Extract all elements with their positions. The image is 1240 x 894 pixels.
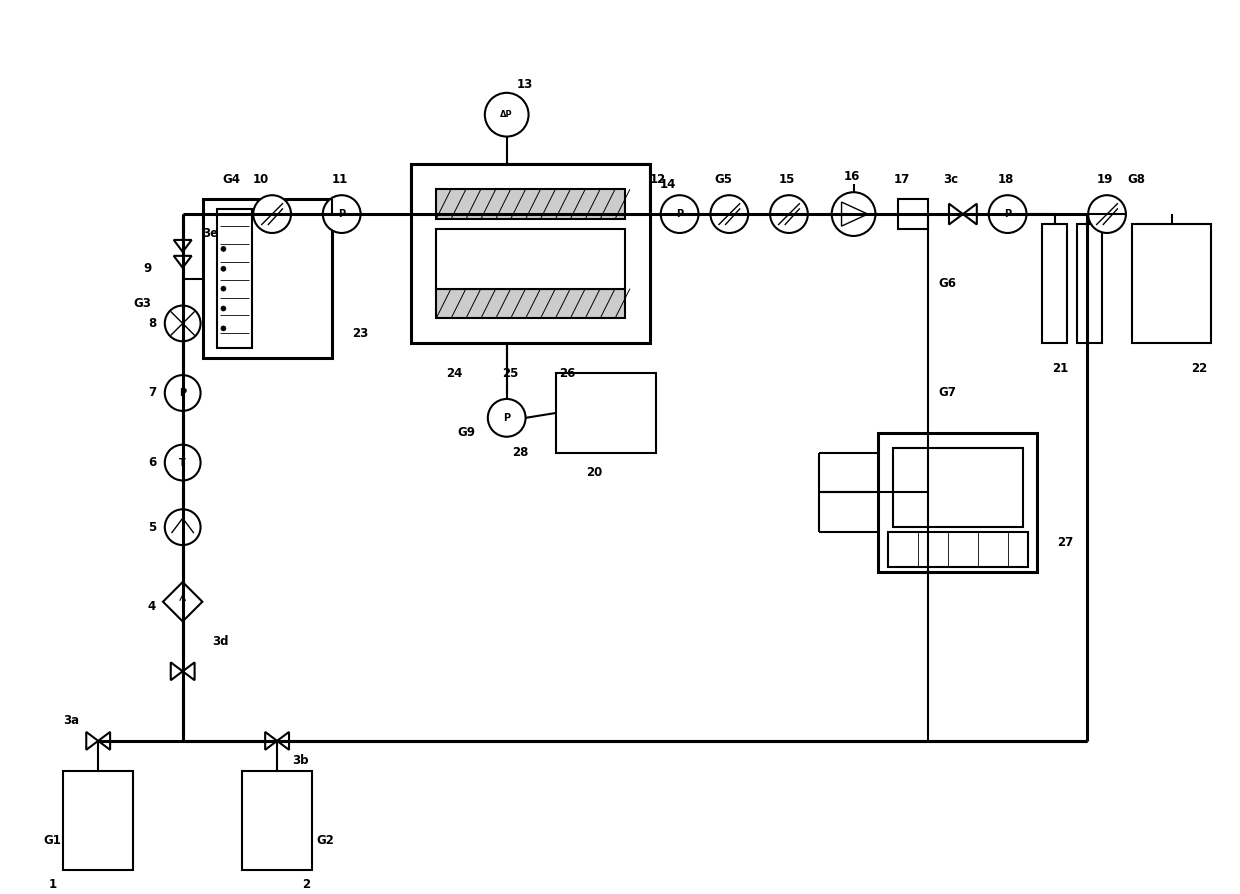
Polygon shape <box>963 204 977 224</box>
Text: 17: 17 <box>893 173 910 186</box>
Text: 22: 22 <box>1192 362 1208 375</box>
Text: 26: 26 <box>559 367 575 380</box>
Bar <box>893 448 1023 527</box>
Text: 28: 28 <box>512 446 528 460</box>
Circle shape <box>661 195 698 233</box>
Text: P: P <box>339 209 345 219</box>
Text: 1: 1 <box>48 879 57 891</box>
Text: P: P <box>179 388 186 398</box>
Text: 5: 5 <box>148 520 156 534</box>
Text: G8: G8 <box>1127 173 1145 186</box>
Bar <box>202 199 332 358</box>
Text: 11: 11 <box>332 173 348 186</box>
Text: T: T <box>180 458 186 468</box>
Text: 9: 9 <box>143 262 151 275</box>
Text: 25: 25 <box>502 367 518 380</box>
Polygon shape <box>174 240 192 252</box>
Text: ΔP: ΔP <box>501 110 513 119</box>
Text: 21: 21 <box>1053 362 1069 375</box>
Text: G5: G5 <box>714 173 733 186</box>
Circle shape <box>322 195 361 233</box>
Text: 23: 23 <box>352 327 368 340</box>
Polygon shape <box>174 256 192 268</box>
Circle shape <box>165 444 201 480</box>
Bar <box>1078 224 1102 343</box>
Text: 3b: 3b <box>291 755 309 767</box>
Bar <box>898 199 928 229</box>
Bar <box>1043 224 1068 343</box>
Bar <box>1132 224 1211 343</box>
Bar <box>436 289 625 318</box>
Polygon shape <box>277 732 289 750</box>
Text: 6: 6 <box>148 456 156 469</box>
Text: 19: 19 <box>1097 173 1114 186</box>
Circle shape <box>165 306 201 342</box>
Bar <box>888 532 1028 567</box>
Text: 16: 16 <box>843 170 861 182</box>
Bar <box>557 373 656 452</box>
Text: 3c: 3c <box>944 173 959 186</box>
Circle shape <box>988 195 1027 233</box>
Text: 24: 24 <box>446 367 463 380</box>
Circle shape <box>165 375 201 411</box>
Circle shape <box>253 195 291 233</box>
Text: 4: 4 <box>148 600 156 613</box>
Text: 8: 8 <box>148 316 156 330</box>
Polygon shape <box>949 204 963 224</box>
Text: 7: 7 <box>148 386 156 400</box>
Text: G4: G4 <box>222 173 241 186</box>
Circle shape <box>221 306 226 311</box>
Bar <box>436 190 625 219</box>
Text: 14: 14 <box>660 178 676 190</box>
Polygon shape <box>87 732 98 750</box>
Text: G1: G1 <box>43 834 62 847</box>
Text: P: P <box>676 209 683 219</box>
Polygon shape <box>182 662 195 680</box>
Circle shape <box>221 247 226 251</box>
Text: 15: 15 <box>779 173 795 186</box>
Text: G7: G7 <box>937 386 956 400</box>
Bar <box>436 229 625 289</box>
Text: 18: 18 <box>998 173 1014 186</box>
Bar <box>242 771 312 870</box>
Polygon shape <box>171 662 182 680</box>
Bar <box>63 771 133 870</box>
Circle shape <box>165 510 201 545</box>
Circle shape <box>770 195 807 233</box>
Circle shape <box>1089 195 1126 233</box>
Text: 3a: 3a <box>63 714 79 728</box>
Text: G9: G9 <box>458 426 475 439</box>
Text: P: P <box>1004 209 1011 219</box>
Text: 3d: 3d <box>212 635 229 648</box>
Circle shape <box>485 93 528 137</box>
Circle shape <box>711 195 748 233</box>
Text: G6: G6 <box>937 277 956 291</box>
Circle shape <box>832 192 875 236</box>
Circle shape <box>221 266 226 271</box>
Text: G3: G3 <box>133 297 151 310</box>
Circle shape <box>487 399 526 437</box>
Text: 27: 27 <box>1058 536 1074 549</box>
Text: 13: 13 <box>517 79 533 91</box>
Polygon shape <box>265 732 277 750</box>
Text: P: P <box>503 413 510 423</box>
Text: 2: 2 <box>303 879 310 891</box>
Text: 12: 12 <box>650 173 666 186</box>
Circle shape <box>221 326 226 331</box>
Bar <box>878 433 1038 572</box>
Text: 10: 10 <box>252 173 269 186</box>
Polygon shape <box>98 732 110 750</box>
Circle shape <box>221 286 226 291</box>
Bar <box>217 209 252 349</box>
Text: G2: G2 <box>317 834 335 847</box>
Text: 20: 20 <box>587 466 603 479</box>
Bar <box>412 164 650 343</box>
Text: 3e: 3e <box>202 227 218 240</box>
